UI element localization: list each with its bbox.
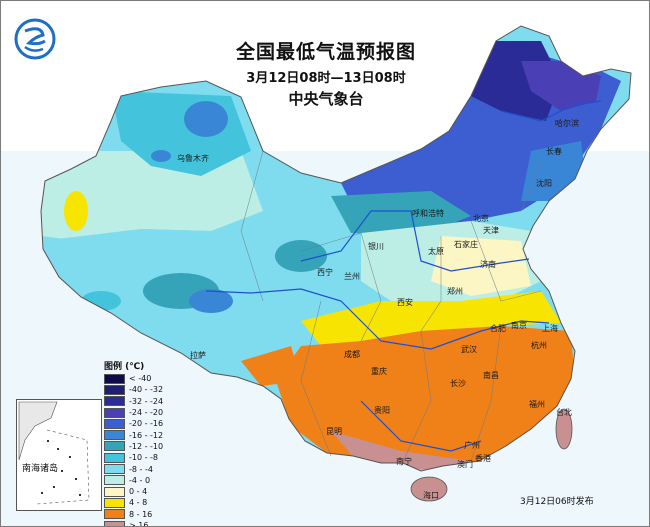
legend-row: -16 - -12 <box>104 429 170 441</box>
legend-label: -20 - -16 <box>129 419 164 429</box>
city-label: 香港 <box>475 454 491 463</box>
legend-swatch <box>104 520 125 526</box>
issuing-agency: 中央气象台 <box>288 90 364 108</box>
legend-label: -16 - -12 <box>129 430 164 440</box>
legend-swatch <box>104 430 125 441</box>
city-label: 台北 <box>556 408 572 417</box>
legend-swatch <box>104 486 125 497</box>
city-label: 呼和浩特 <box>412 209 444 218</box>
issue-time: 3月12日06时发布 <box>520 497 594 507</box>
legend-label: < -40 <box>129 374 152 384</box>
legend-row: 0 - 4 <box>104 486 170 497</box>
legend-swatch <box>104 407 125 418</box>
legend-label: -10 - -8 <box>129 453 159 463</box>
legend-row: -40 - -32 <box>104 384 170 395</box>
legend-row: -24 - -20 <box>104 407 170 418</box>
city-label: 成都 <box>344 350 360 359</box>
city-label: 武汉 <box>461 345 477 354</box>
legend-row: -8 - -4 <box>104 463 170 475</box>
city-label: 澳门 <box>457 460 473 469</box>
city-label: 南京 <box>511 321 527 330</box>
legend-row: > 16 <box>104 520 170 527</box>
legend-label: -32 - -24 <box>129 396 164 406</box>
legend-row: -4 - 0 <box>104 475 170 486</box>
legend-label: -40 - -32 <box>129 385 164 395</box>
city-label: 银川 <box>368 242 384 251</box>
legend-row: < -40 <box>104 373 170 384</box>
legend-swatch <box>104 497 125 508</box>
city-label: 济南 <box>480 260 496 269</box>
city-label: 石家庄 <box>454 240 478 249</box>
legend-label: -4 - 0 <box>129 475 151 485</box>
legend-title: 图例 (℃) <box>104 362 145 372</box>
legend-swatch <box>104 464 125 475</box>
legend-label: 8 - 16 <box>129 509 153 519</box>
legend-swatch <box>104 509 125 520</box>
city-label: 昆明 <box>326 427 342 436</box>
inset-label: 南海诸岛 <box>22 464 59 474</box>
legend-row: -32 - -24 <box>104 396 170 407</box>
city-label: 重庆 <box>371 367 387 376</box>
legend-row: 4 - 8 <box>104 497 170 508</box>
city-label: 拉萨 <box>190 351 206 360</box>
city-label: 西安 <box>397 298 413 307</box>
legend-row: -12 - -10 <box>104 441 170 452</box>
city-label: 南昌 <box>483 371 499 380</box>
city-label: 上海 <box>542 324 558 333</box>
city-label: 太原 <box>428 247 444 256</box>
city-label: 哈尔滨 <box>555 119 579 128</box>
legend-label: -8 - -4 <box>129 464 153 474</box>
legend-swatch <box>104 452 125 463</box>
legend-swatch <box>104 396 125 407</box>
city-label: 乌鲁木齐 <box>177 154 209 163</box>
legend-row: -20 - -16 <box>104 418 170 429</box>
city-label: 杭州 <box>531 341 547 350</box>
legend-swatch <box>104 384 125 395</box>
legend-swatch <box>104 441 125 452</box>
legend-swatch <box>104 373 125 384</box>
city-label: 长沙 <box>450 379 466 388</box>
city-label: 北京 <box>473 214 489 223</box>
city-label: 西宁 <box>317 268 333 277</box>
city-label: 兰州 <box>344 272 360 281</box>
city-label: 合肥 <box>490 324 506 333</box>
legend-row: -10 - -8 <box>104 452 170 463</box>
city-label: 天津 <box>483 226 499 235</box>
city-label: 贵阳 <box>374 406 390 415</box>
legend-swatch <box>104 418 125 429</box>
city-label: 海口 <box>423 491 439 500</box>
south-china-sea-inset <box>16 399 102 511</box>
city-label: 南宁 <box>396 457 412 466</box>
legend-row: 8 - 16 <box>104 509 170 520</box>
legend-label: -12 - -10 <box>129 441 164 451</box>
map-title: 全国最低气温预报图 <box>235 41 416 63</box>
cma-logo-icon <box>13 17 57 61</box>
city-label: 福州 <box>529 400 545 409</box>
legend-label: > 16 <box>129 521 149 527</box>
city-label: 郑州 <box>447 287 463 296</box>
city-label: 广州 <box>464 441 480 450</box>
legend-label: 0 - 4 <box>129 487 148 497</box>
city-label: 长春 <box>546 147 562 156</box>
legend-label: -24 - -20 <box>129 408 164 418</box>
legend-label: 4 - 8 <box>129 498 148 508</box>
legend: 图例 (℃) < -40 -40 - -32 -32 - -24 -24 - -20-… <box>104 359 170 527</box>
forecast-period: 3月12日08时—13日08时 <box>246 71 406 86</box>
legend-swatch <box>104 475 125 486</box>
city-label: 沈阳 <box>536 179 552 188</box>
